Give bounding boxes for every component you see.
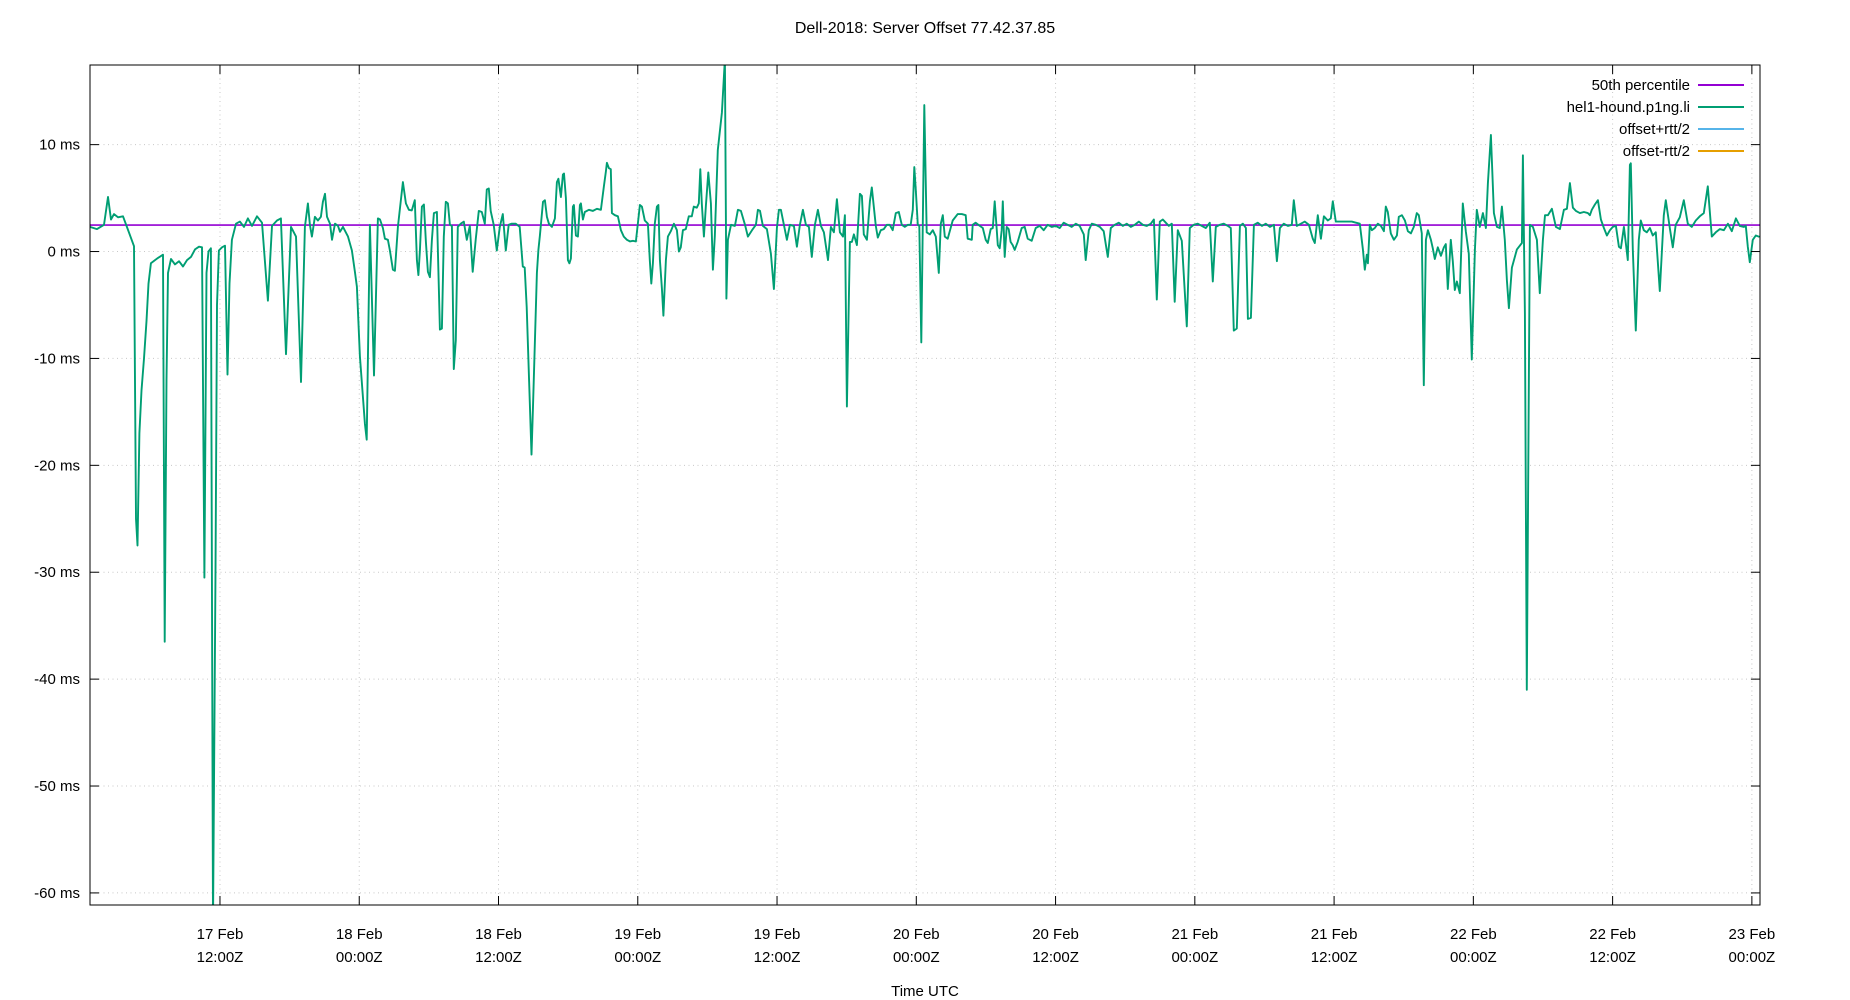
y-tick-label: -60 ms <box>34 885 80 902</box>
y-tick-label: -40 ms <box>34 671 80 688</box>
x-tick-label-date: 20 Feb <box>1032 926 1079 943</box>
x-tick-label-time: 12:00Z <box>475 949 522 966</box>
x-tick-label-time: 00:00Z <box>1450 949 1497 966</box>
x-tick-label-date: 17 Feb <box>197 926 244 943</box>
x-tick-label-date: 19 Feb <box>754 926 801 943</box>
y-tick-label: 10 ms <box>39 137 80 154</box>
x-tick-label-date: 21 Feb <box>1311 926 1358 943</box>
x-tick-label-date: 19 Feb <box>614 926 661 943</box>
x-tick-label-date: 21 Feb <box>1171 926 1218 943</box>
axes <box>89 64 1761 906</box>
x-tick-label-date: 20 Feb <box>893 926 940 943</box>
legend: 50th percentile hel1-hound.p1ng.li offse… <box>1567 77 1744 160</box>
axis-tick-labels: 10 ms 0 ms -10 ms -20 ms -30 ms -40 ms -50 ms -… <box>34 137 1775 966</box>
x-tick-label-time: 12:00Z <box>197 949 244 966</box>
legend-label-median: 50th percentile <box>1592 77 1690 94</box>
x-tick-label-time: 12:00Z <box>1032 949 1079 966</box>
y-tick-label: -30 ms <box>34 564 80 581</box>
y-tick-label: 0 ms <box>47 244 80 261</box>
x-tick-label-time: 00:00Z <box>614 949 661 966</box>
x-tick-label-time: 12:00Z <box>1589 949 1636 966</box>
offset-trace <box>90 65 1760 905</box>
x-tick-label-time: 00:00Z <box>1171 949 1218 966</box>
chart-title: Dell-2018: Server Offset 77.42.37.85 <box>795 20 1055 37</box>
y-tick-label: -50 ms <box>34 778 80 795</box>
legend-label-offset-plus-rtt: offset+rtt/2 <box>1619 121 1690 138</box>
x-axis-title: Time UTC <box>891 983 959 1000</box>
x-tick-label-date: 22 Feb <box>1450 926 1497 943</box>
plot-border <box>89 64 1761 906</box>
x-tick-label-date: 22 Feb <box>1589 926 1636 943</box>
x-tick-label-time: 00:00Z <box>893 949 940 966</box>
legend-label-offset-minus-rtt: offset-rtt/2 <box>1623 143 1690 160</box>
y-tick-label: -10 ms <box>34 350 80 367</box>
x-tick-label-time: 12:00Z <box>754 949 801 966</box>
x-tick-label-date: 18 Feb <box>475 926 522 943</box>
x-tick-label-date: 23 Feb <box>1729 926 1776 943</box>
x-tick-label-time: 00:00Z <box>336 949 383 966</box>
y-tick-label: -20 ms <box>34 457 80 474</box>
data-series <box>90 65 1760 905</box>
x-tick-label-date: 18 Feb <box>336 926 383 943</box>
x-tick-label-time: 00:00Z <box>1729 949 1776 966</box>
legend-label-offset: hel1-hound.p1ng.li <box>1567 99 1690 116</box>
x-tick-label-time: 12:00Z <box>1311 949 1358 966</box>
